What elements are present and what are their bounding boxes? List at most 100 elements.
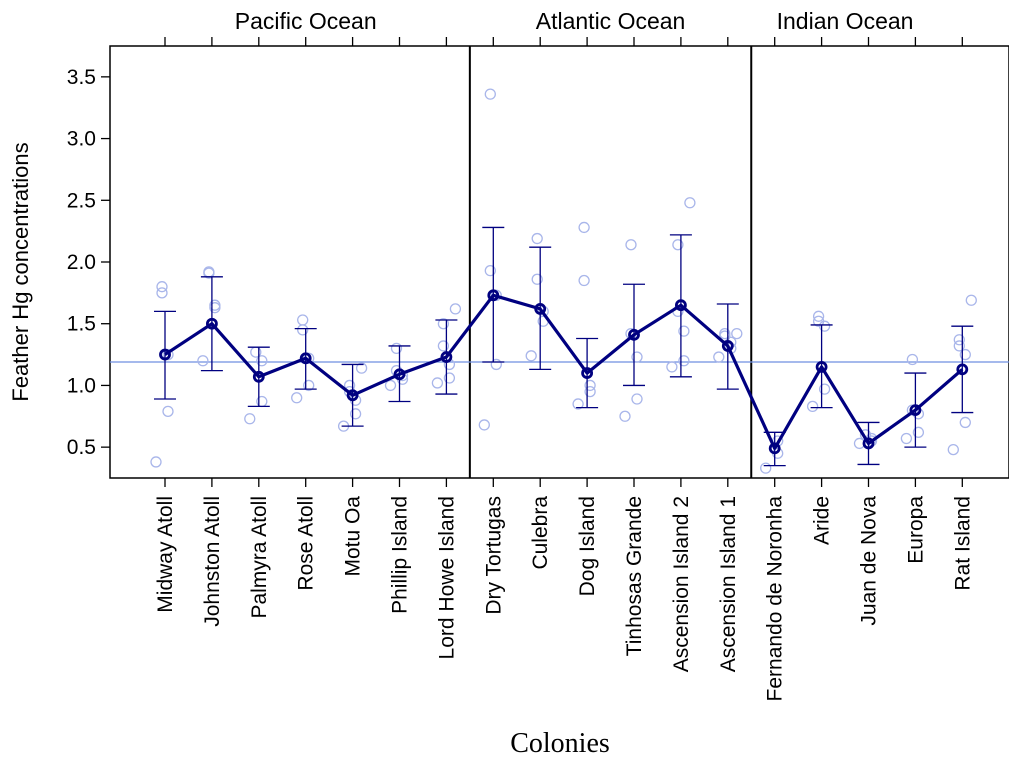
group-label: Atlantic Ocean [536,8,686,34]
data-point [478,419,490,431]
data-point [584,385,596,398]
data-point [947,443,959,456]
data-point [713,351,725,363]
data-point [244,413,256,425]
y-tick-label: 2.0 [67,251,96,274]
data-point [631,393,643,405]
data-point [959,416,971,429]
x-tick-label: Aride [811,496,834,545]
x-axis: Midway Atoll Johnston Atoll Palmyra Atoll R… [154,478,974,701]
mean-marker [581,367,593,379]
x-tick-label: Ascension Island 2 [670,496,693,672]
data-point [572,398,584,410]
x-tick-label: Motu Oa [342,496,365,577]
mean-marker [628,328,640,341]
y-axis: 0.5 1.0 1.5 2.0 2.5 3.0 3.5 [67,66,110,459]
mean-marker [534,303,547,315]
data-point [953,340,965,352]
error-bars-layer [154,226,974,467]
data-point [437,318,450,330]
mean-marker [675,299,687,312]
mean-marker [862,437,875,450]
data-point [812,310,825,322]
data-point [906,353,919,366]
data-point [150,456,162,468]
x-tick-label: Juan de Nova [858,496,881,626]
data-point [484,264,496,277]
x-tick-label: Europa [904,496,927,564]
x-tick-label: Fernando de Noronha [764,496,787,702]
mean-line [164,293,964,450]
top-group-axis: Pacific Ocean Atlantic Ocean Indian Ocean [164,8,963,46]
data-point [959,348,971,361]
data-point [197,355,209,367]
data-point [631,351,643,363]
data-point [449,303,462,315]
y-tick-label: 3.0 [67,128,96,151]
data-point [684,197,696,209]
data-point [525,350,537,362]
data-point [443,372,456,384]
data-point [162,405,174,417]
mean-marker [205,317,218,330]
data-point [303,379,315,392]
data-point [760,462,772,474]
data-point [578,274,590,287]
mean-marker [252,370,265,383]
data-point [484,88,496,100]
data-point [156,287,168,299]
data-point [806,400,819,413]
x-tick-label: Culebra [529,496,552,570]
data-point [355,362,368,374]
mean-marker [299,352,312,365]
data-point [437,340,450,352]
data-point [812,315,825,327]
x-tick-label: Dry Tortugas [482,496,505,615]
x-tick-label: Tinhosas Grande [623,496,646,656]
x-tick-label: Rat Island [951,496,974,591]
data-point [349,408,362,420]
y-axis-label: Feather Hg concentrations [8,142,33,401]
data-point [256,355,268,367]
mean-marker [721,340,734,352]
x-tick-label: Dog Island [576,496,599,596]
data-point [672,239,684,251]
data-point [953,334,965,346]
data-point [156,281,168,293]
data-point [209,299,221,311]
mean-line-layer [164,293,964,450]
data-point [531,232,543,245]
y-tick-label: 3.5 [67,66,96,89]
x-tick-label: Lord Howe Island [435,496,458,659]
data-point [625,239,637,251]
mean-marker [159,348,171,361]
x-tick-label: Phillip Island [389,496,412,614]
group-label: Indian Ocean [777,8,914,34]
data-point [619,410,631,422]
mean-markers-layer [159,289,969,455]
data-point [297,314,309,326]
mean-marker [346,389,359,402]
x-axis-label: Colonies [510,728,610,759]
y-tick-label: 1.5 [67,313,96,336]
x-tick-label: Palmyra Atoll [248,496,271,619]
x-tick-label: Rose Atoll [295,496,318,591]
y-tick-label: 2.5 [67,189,96,212]
mean-marker [909,404,922,417]
data-point [678,355,690,367]
x-tick-label: Midway Atoll [154,496,177,613]
data-point [912,426,925,438]
data-points-layer [150,88,977,474]
data-point [965,294,977,306]
plot-border [109,45,1009,479]
data-point [291,392,303,404]
mean-marker [956,363,969,376]
data-point [531,273,543,285]
data-point [390,342,403,355]
mean-marker [487,289,500,302]
mean-marker [768,442,781,455]
mean-marker [440,351,453,363]
data-point [578,221,590,234]
data-point [584,379,596,392]
